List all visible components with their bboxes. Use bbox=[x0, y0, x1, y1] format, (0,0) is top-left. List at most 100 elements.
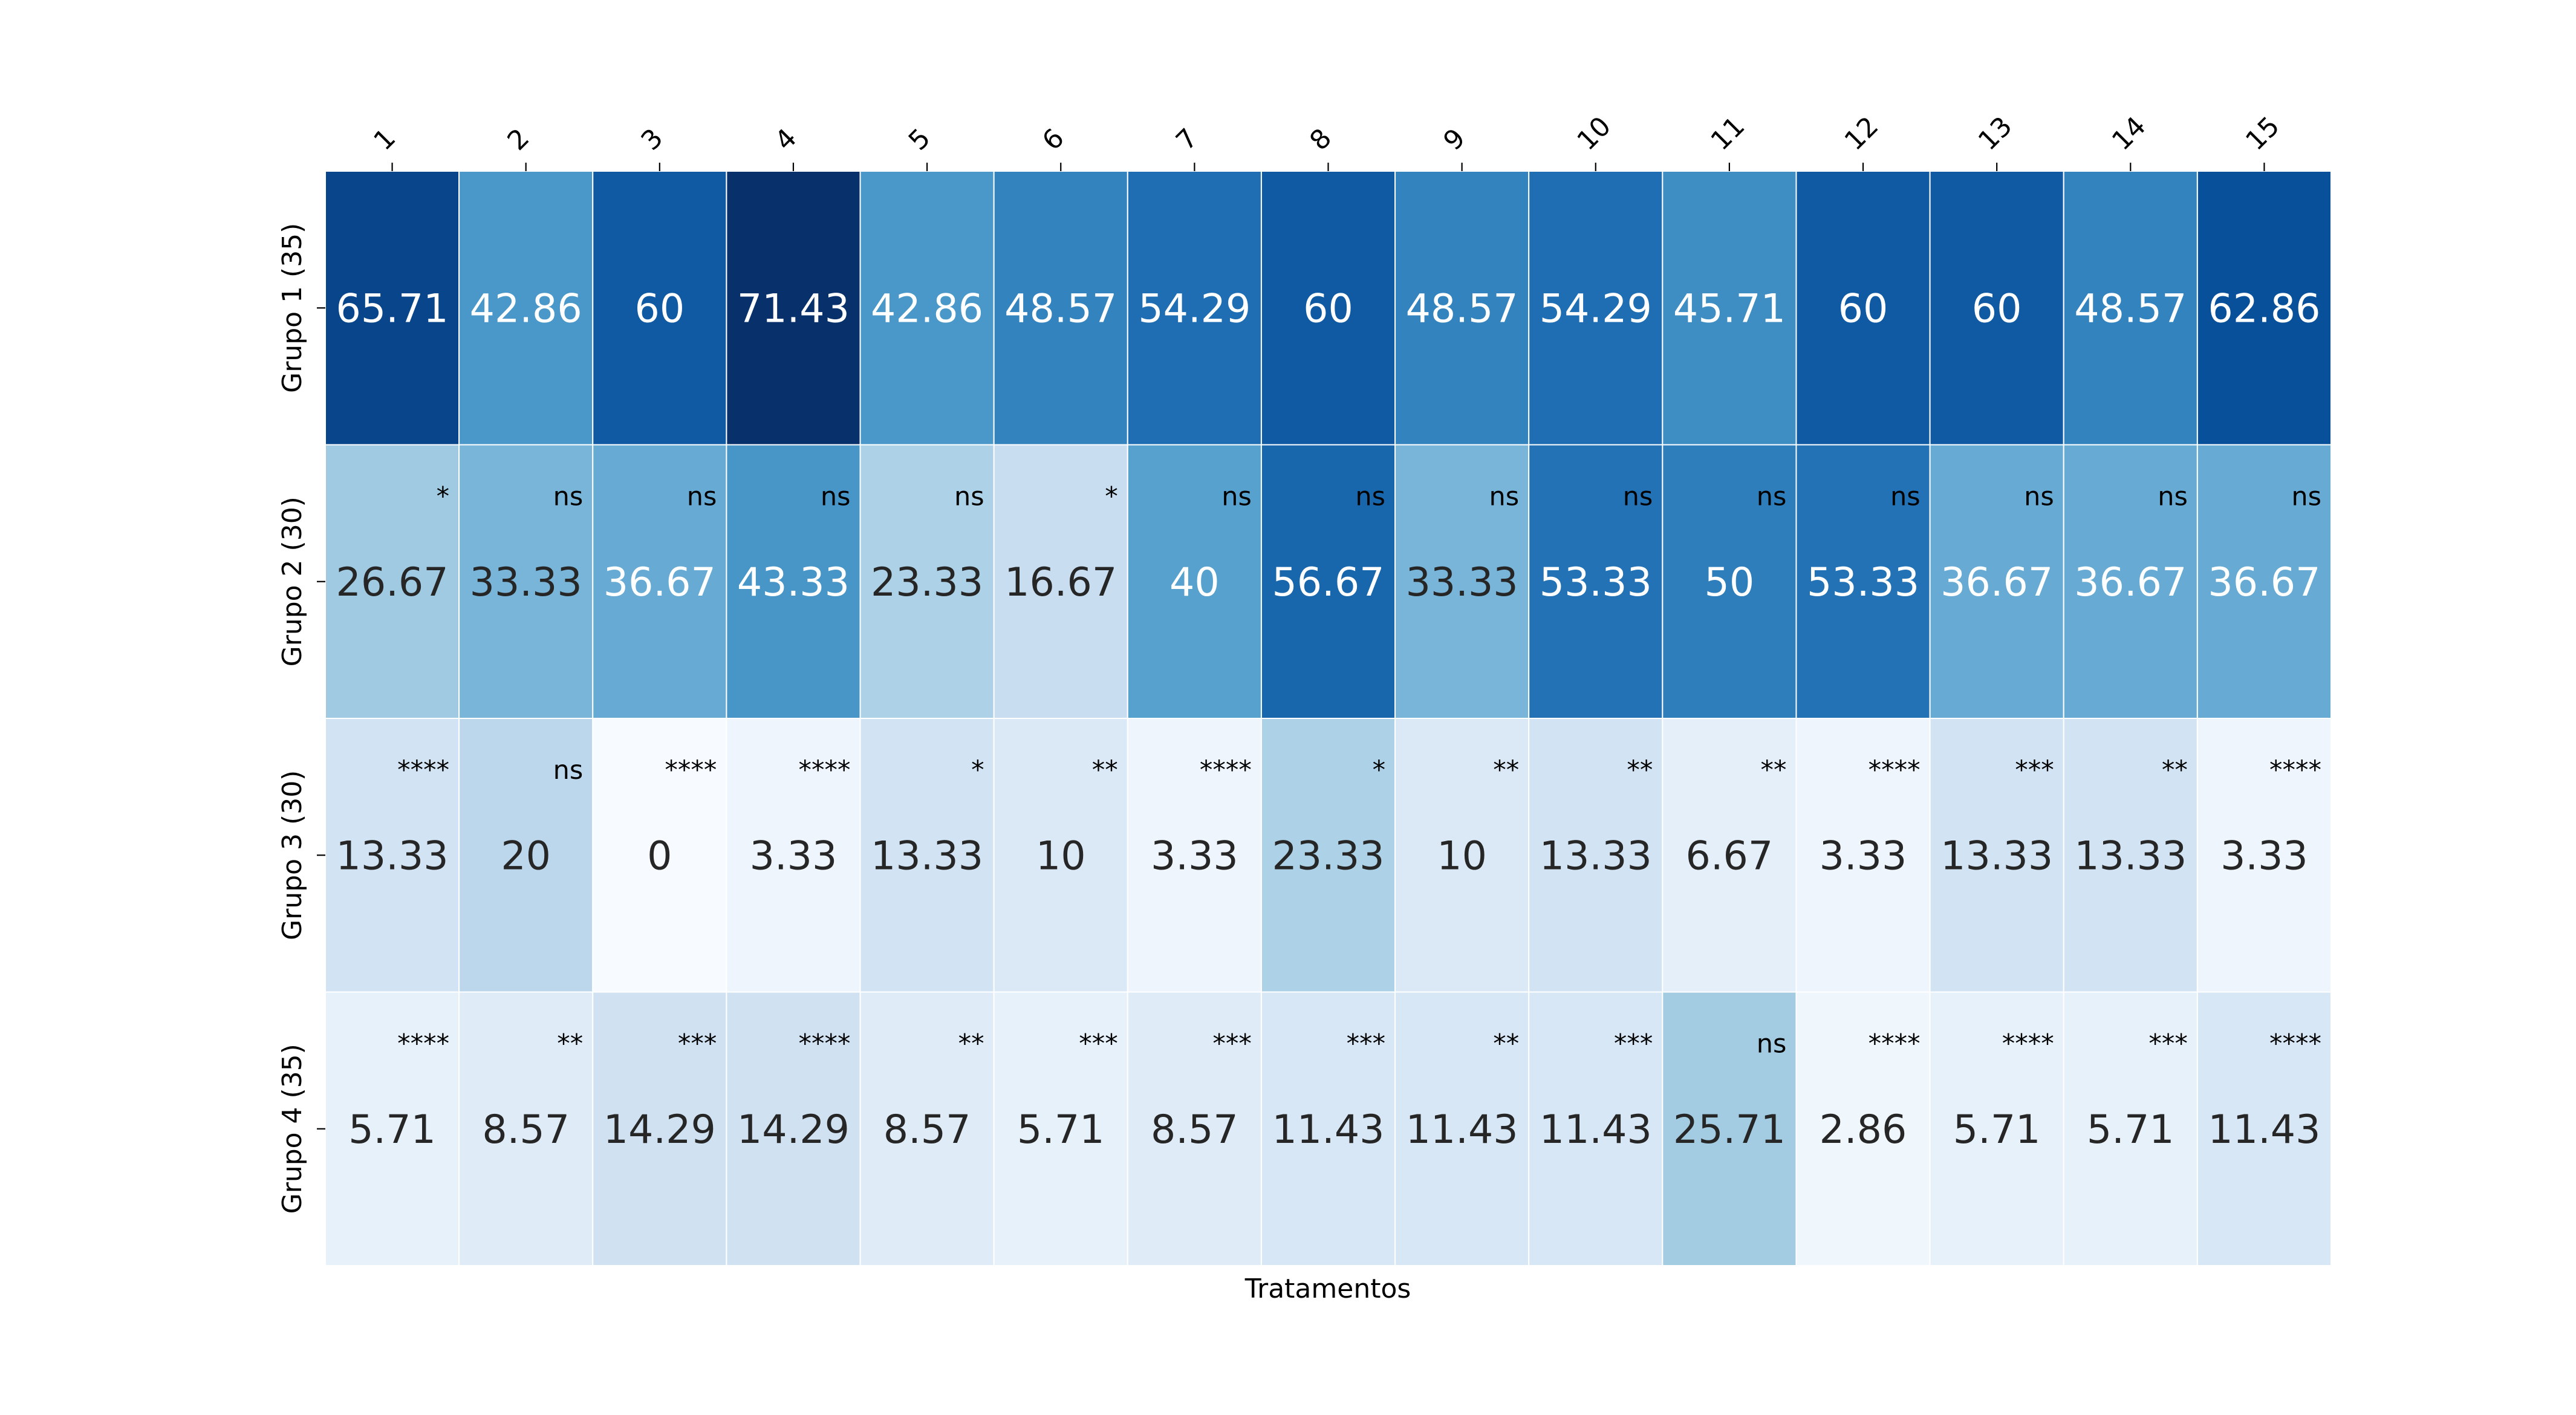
cell-value-label: 3.33 bbox=[1820, 833, 1907, 879]
significance-label: ns bbox=[2291, 482, 2321, 512]
x-tick-label: 9 bbox=[1437, 123, 1471, 157]
significance-label: ns bbox=[821, 482, 851, 512]
cell-value-label: 43.33 bbox=[737, 560, 850, 605]
heatmap-cell: 60 bbox=[1260, 171, 1396, 446]
cell-value-label: 16.67 bbox=[1004, 560, 1117, 605]
cell-value-label: 54.29 bbox=[1138, 286, 1251, 331]
heatmap-cell: 45.71 bbox=[1662, 171, 1797, 446]
heatmap-cell: 0 **** bbox=[592, 718, 727, 993]
cell-value-label: 33.33 bbox=[1406, 560, 1518, 605]
heatmap-cell: 13.33 **** bbox=[325, 718, 460, 993]
cell-value-label: 23.33 bbox=[871, 560, 983, 605]
x-tick-label: 5 bbox=[903, 123, 937, 157]
significance-label: **** bbox=[397, 755, 449, 786]
cell-rect bbox=[1528, 444, 1664, 719]
heatmap-cell: 8.57 ** bbox=[859, 991, 995, 1266]
cell-rect bbox=[1929, 444, 2064, 719]
cell-rect bbox=[458, 991, 594, 1266]
significance-label: ns bbox=[553, 482, 584, 512]
cell-rect bbox=[458, 444, 594, 719]
heatmap-cell: 3.33 **** bbox=[726, 718, 861, 993]
heatmap-cell: 10 ** bbox=[1394, 718, 1530, 993]
heatmap-cell: 13.33 ** bbox=[1528, 718, 1664, 993]
cell-rect bbox=[1260, 444, 1396, 719]
significance-label: ** bbox=[1493, 755, 1519, 786]
cell-rect bbox=[1394, 718, 1530, 993]
cell-value-label: 23.33 bbox=[1272, 833, 1384, 879]
heatmap-cell: 5.71 *** bbox=[993, 991, 1128, 1266]
cell-rect bbox=[859, 171, 995, 446]
heatmap-cell: 42.86 bbox=[458, 171, 594, 446]
cell-rect bbox=[859, 991, 995, 1266]
heatmap-cell: 3.33 **** bbox=[1795, 718, 1931, 993]
cell-rect bbox=[1795, 991, 1931, 1266]
cell-rect bbox=[1795, 171, 1931, 446]
significance-label: ns bbox=[1221, 482, 1252, 512]
cell-value-label: 40 bbox=[1169, 560, 1220, 605]
cell-rect bbox=[993, 171, 1128, 446]
significance-label: **** bbox=[2269, 755, 2321, 786]
cell-value-label: 11.43 bbox=[1406, 1107, 1518, 1153]
significance-label: ** bbox=[2162, 755, 2188, 786]
cell-value-label: 11.43 bbox=[1540, 1107, 1652, 1153]
cell-rect bbox=[1795, 444, 1931, 719]
heatmap-cell: 16.67 * bbox=[993, 444, 1128, 719]
cell-rect bbox=[458, 171, 594, 446]
cell-value-label: 60 bbox=[634, 286, 685, 331]
cell-rect bbox=[1394, 991, 1530, 1266]
heatmap-cell: 65.71 bbox=[325, 171, 460, 446]
cell-rect bbox=[859, 718, 995, 993]
heatmap-cell: 60 bbox=[1929, 171, 2064, 446]
cell-rect bbox=[1929, 718, 2064, 993]
significance-label: ns bbox=[553, 755, 584, 786]
y-tick-label: Grupo 4 (35) bbox=[277, 1044, 308, 1214]
heatmap-cell: 60 bbox=[592, 171, 727, 446]
heatmap-cell: 8.57 ** bbox=[458, 991, 594, 1266]
x-tick-label: 13 bbox=[1973, 111, 2018, 157]
cell-value-label: 48.57 bbox=[1004, 286, 1117, 331]
cell-value-label: 36.67 bbox=[2208, 560, 2320, 605]
heatmap-cell: 43.33 ns bbox=[726, 444, 861, 719]
heatmap-cell: 20 ns bbox=[458, 718, 594, 993]
heatmap-cell: 62.86 bbox=[2196, 171, 2332, 446]
cell-rect bbox=[2196, 171, 2332, 446]
significance-label: *** bbox=[1347, 1029, 1386, 1059]
significance-label: ns bbox=[1890, 482, 1921, 512]
significance-label: **** bbox=[665, 755, 717, 786]
cell-rect bbox=[592, 444, 727, 719]
cell-value-label: 5.71 bbox=[1953, 1107, 2041, 1153]
heatmap-cell: 8.57 *** bbox=[1127, 991, 1262, 1266]
significance-label: *** bbox=[1079, 1029, 1118, 1059]
significance-label: ** bbox=[1493, 1029, 1519, 1059]
cell-value-label: 36.67 bbox=[2074, 560, 2187, 605]
cell-rect bbox=[2196, 444, 2332, 719]
cell-rect bbox=[2196, 718, 2332, 993]
significance-label: *** bbox=[678, 1029, 717, 1059]
heatmap-cell: 11.43 *** bbox=[1528, 991, 1664, 1266]
cell-rect bbox=[2196, 991, 2332, 1266]
heatmap-cell: 10 ** bbox=[993, 718, 1128, 993]
cell-value-label: 14.29 bbox=[737, 1107, 850, 1153]
cell-rect bbox=[1260, 718, 1396, 993]
x-tick-label: 12 bbox=[1839, 111, 1885, 157]
cell-value-label: 14.29 bbox=[603, 1107, 716, 1153]
x-tick-label: 3 bbox=[636, 123, 669, 157]
heatmap-cell: 11.43 ** bbox=[1394, 991, 1530, 1266]
cell-value-label: 71.43 bbox=[737, 286, 850, 331]
significance-label: *** bbox=[1212, 1029, 1252, 1059]
heatmap-cell: 53.33 ns bbox=[1528, 444, 1664, 719]
cell-rect bbox=[726, 991, 861, 1266]
cell-value-label: 62.86 bbox=[2208, 286, 2320, 331]
x-tick-label: 14 bbox=[2106, 111, 2152, 157]
significance-label: ns bbox=[2158, 482, 2188, 512]
heatmap-cell: 11.43 **** bbox=[2196, 991, 2332, 1266]
heatmap-cell: 14.29 **** bbox=[726, 991, 861, 1266]
x-tick-label: 15 bbox=[2240, 111, 2286, 157]
heatmap-cell: 26.67 * bbox=[325, 444, 460, 719]
significance-label: ns bbox=[2024, 482, 2054, 512]
x-tick-label: 10 bbox=[1571, 111, 1617, 157]
y-tick-label: Grupo 1 (35) bbox=[277, 223, 308, 393]
cell-value-label: 45.71 bbox=[1673, 286, 1786, 331]
heatmap-cell: 33.33 ns bbox=[1394, 444, 1530, 719]
cell-rect bbox=[1127, 718, 1262, 993]
